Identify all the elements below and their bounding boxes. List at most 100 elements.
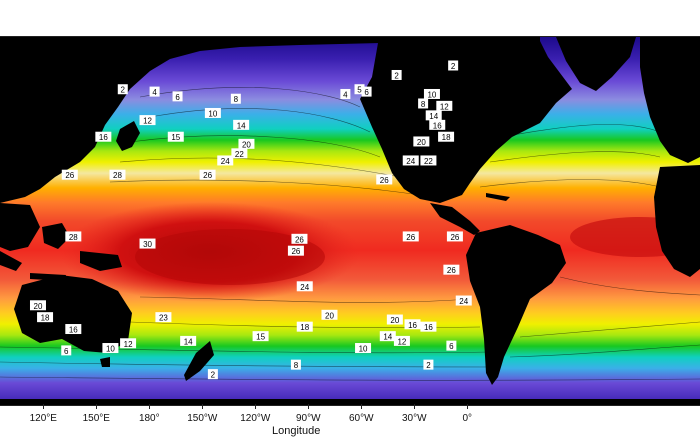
contour-label: 16 xyxy=(404,319,421,330)
contour-label: 16 xyxy=(429,119,446,130)
contour-label: 26 xyxy=(443,264,460,275)
svg-text:6: 6 xyxy=(449,342,454,351)
svg-text:4: 4 xyxy=(152,88,157,97)
contour-label: 16 xyxy=(420,321,437,332)
svg-text:8: 8 xyxy=(294,361,299,370)
svg-text:12: 12 xyxy=(397,337,406,346)
svg-text:24: 24 xyxy=(300,283,309,292)
contour-label: 14 xyxy=(425,110,442,121)
sst-map: 2 2 2 2 2 4 4 5 6 6 6 6 8 8 8 10 10 10 10 12 12 12 12 14 14 14 14 1… xyxy=(0,36,700,406)
contour-label: 10 xyxy=(355,343,372,354)
contour-label: 20 xyxy=(238,138,255,149)
land-central-america xyxy=(430,203,480,235)
axis-tick-label: 60°W xyxy=(349,413,374,424)
contour-label: 14 xyxy=(379,331,396,342)
contour-label: 26 xyxy=(199,169,216,180)
contour-label: 6 xyxy=(61,345,72,356)
svg-text:18: 18 xyxy=(41,314,50,323)
svg-text:15: 15 xyxy=(256,333,265,342)
svg-text:26: 26 xyxy=(450,233,459,242)
contour-label: 22 xyxy=(420,155,437,166)
svg-text:16: 16 xyxy=(408,321,417,330)
svg-text:5: 5 xyxy=(357,86,362,95)
land-africa xyxy=(654,165,700,277)
contour-line xyxy=(509,344,700,358)
svg-text:28: 28 xyxy=(113,171,122,180)
contour-label: 12 xyxy=(139,115,156,126)
svg-text:16: 16 xyxy=(424,323,433,332)
contour-label: 26 xyxy=(402,231,419,242)
contour-line xyxy=(149,108,371,133)
contour-label: 12 xyxy=(436,100,453,111)
contour-label: 2 xyxy=(207,369,218,380)
contour-label: 20 xyxy=(29,300,46,311)
contour-label: 5 xyxy=(354,84,365,95)
svg-text:20: 20 xyxy=(417,138,426,147)
axis-tick-mark xyxy=(43,404,45,409)
svg-text:2: 2 xyxy=(211,371,216,380)
contour-line xyxy=(559,276,700,296)
contour-label: 24 xyxy=(455,295,472,306)
land-greenland xyxy=(556,37,636,91)
svg-text:10: 10 xyxy=(359,345,368,354)
svg-text:8: 8 xyxy=(234,95,239,104)
svg-text:20: 20 xyxy=(325,311,334,320)
contour-label: 15 xyxy=(167,131,184,142)
svg-text:20: 20 xyxy=(390,316,399,325)
contour-line xyxy=(139,296,471,303)
land-newguinea xyxy=(80,251,122,271)
contour-label: 14 xyxy=(233,119,250,130)
contour-label: 24 xyxy=(217,155,234,166)
axis-tick-mark xyxy=(467,404,469,409)
axis-tick-label: 30°W xyxy=(402,413,427,424)
svg-text:24: 24 xyxy=(221,157,230,166)
svg-text:6: 6 xyxy=(364,88,369,97)
svg-text:12: 12 xyxy=(440,102,449,111)
contour-label: 10 xyxy=(204,107,221,118)
land-tasmania xyxy=(100,357,110,367)
svg-text:16: 16 xyxy=(69,326,78,335)
contour-label: 26 xyxy=(61,169,78,180)
svg-text:18: 18 xyxy=(442,133,451,142)
svg-text:22: 22 xyxy=(424,157,433,166)
svg-text:26: 26 xyxy=(406,233,415,242)
svg-text:24: 24 xyxy=(459,297,468,306)
contour-line xyxy=(129,135,381,158)
axis-tick-mark xyxy=(202,404,204,409)
land-cuba xyxy=(486,193,510,201)
land-borneo xyxy=(42,223,70,249)
contour-label: 8 xyxy=(418,98,429,109)
svg-text:22: 22 xyxy=(235,150,244,159)
land-south-america xyxy=(466,225,566,385)
contour-label: 28 xyxy=(65,231,82,242)
land-europe xyxy=(640,37,700,163)
contour-line xyxy=(499,124,661,138)
axis-tick-mark xyxy=(149,404,151,409)
land-japan xyxy=(116,121,140,151)
contour-line xyxy=(519,321,700,338)
axis-title: Longitude xyxy=(272,425,321,437)
contour-label: 10 xyxy=(102,343,119,354)
contour-line xyxy=(0,376,700,381)
axis-tick-label: 150°E xyxy=(82,413,110,424)
contour-label: 24 xyxy=(402,155,419,166)
contour-label: 6 xyxy=(446,340,457,351)
svg-text:14: 14 xyxy=(383,333,392,342)
svg-text:18: 18 xyxy=(300,323,309,332)
svg-text:2: 2 xyxy=(426,361,431,370)
contour-line xyxy=(489,151,661,163)
axis-tick-mark xyxy=(255,404,257,409)
contour-label: 30 xyxy=(139,238,156,249)
svg-text:8: 8 xyxy=(421,100,426,109)
axis-tick-mark xyxy=(414,404,416,409)
contour-label: 8 xyxy=(230,93,241,104)
contour-label: 2 xyxy=(391,69,402,80)
land-masses xyxy=(0,37,700,405)
contour-label: 28 xyxy=(109,169,126,180)
axis-tick-label: 0° xyxy=(462,413,473,424)
axis-tick-mark xyxy=(361,404,363,409)
contour-label: 4 xyxy=(340,88,351,99)
svg-text:26: 26 xyxy=(65,171,74,180)
svg-text:26: 26 xyxy=(295,235,304,244)
contour-label: 24 xyxy=(296,281,313,292)
